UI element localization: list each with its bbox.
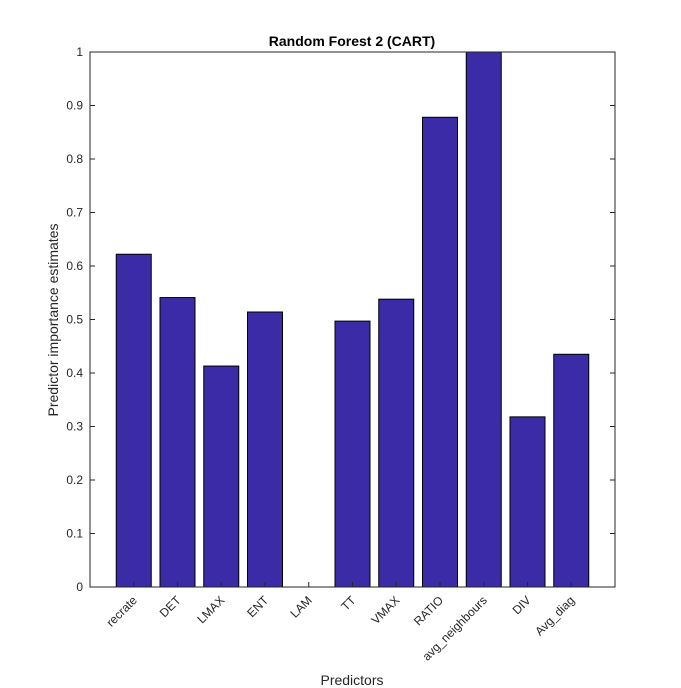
x-tick-label: Avg_diag: [532, 593, 577, 638]
bars-group: [115, 51, 590, 588]
bar-avg_neighbours: [465, 51, 502, 588]
bar-LMAX: [203, 365, 240, 588]
x-tick-label: DIV: [510, 593, 534, 617]
bar-Avg_diag: [553, 353, 590, 588]
bar-DET: [159, 297, 196, 588]
x-tick-label: LMAX: [194, 593, 227, 626]
x-tick-label: ENT: [244, 593, 271, 620]
y-tick-label: 0.5: [66, 313, 83, 327]
x-tick-label: TT: [338, 593, 359, 614]
x-tick-label: VMAX: [368, 593, 402, 627]
bar-RATIO: [422, 116, 458, 588]
y-tick-label: 0.2: [66, 473, 83, 487]
bar-ENT: [247, 311, 283, 588]
y-tick-label: 0.6: [66, 259, 83, 273]
chart-title: Random Forest 2 (CART): [269, 33, 435, 49]
y-tick-label: 0.8: [66, 152, 83, 166]
x-tick-label: LAM: [288, 593, 315, 620]
x-tick-label: RATIO: [411, 593, 446, 628]
y-tick-label: 0.3: [66, 420, 83, 434]
y-tick-label: 1: [76, 45, 83, 59]
y-tick-label: 0.1: [66, 527, 83, 541]
y-tick-label: 0.4: [66, 366, 83, 380]
bar-TT: [334, 320, 371, 588]
bar-recrate: [115, 253, 152, 588]
y-tick-label: 0: [76, 580, 83, 594]
y-tick-label: 0.9: [66, 99, 83, 113]
x-tick-label: DET: [157, 593, 184, 620]
x-axis-label: Predictors: [320, 672, 383, 688]
x-axis-ticks: recrate DET LMAX ENT LAM TT VMAX RATIOavg_neigh…: [104, 582, 577, 664]
y-axis-ticks: 0 0.1 0.2 0.3 0.4 0.5 0.6 0.7 0.8 0.9 1: [66, 45, 615, 594]
bar-DIV: [509, 416, 546, 588]
bar-VMAX: [378, 298, 415, 588]
y-axis-label: Predictor importance estimates: [45, 224, 61, 417]
plot-frame: [89, 51, 616, 588]
y-tick-label: 0.7: [66, 206, 83, 220]
x-tick-label: recrate: [104, 593, 141, 630]
